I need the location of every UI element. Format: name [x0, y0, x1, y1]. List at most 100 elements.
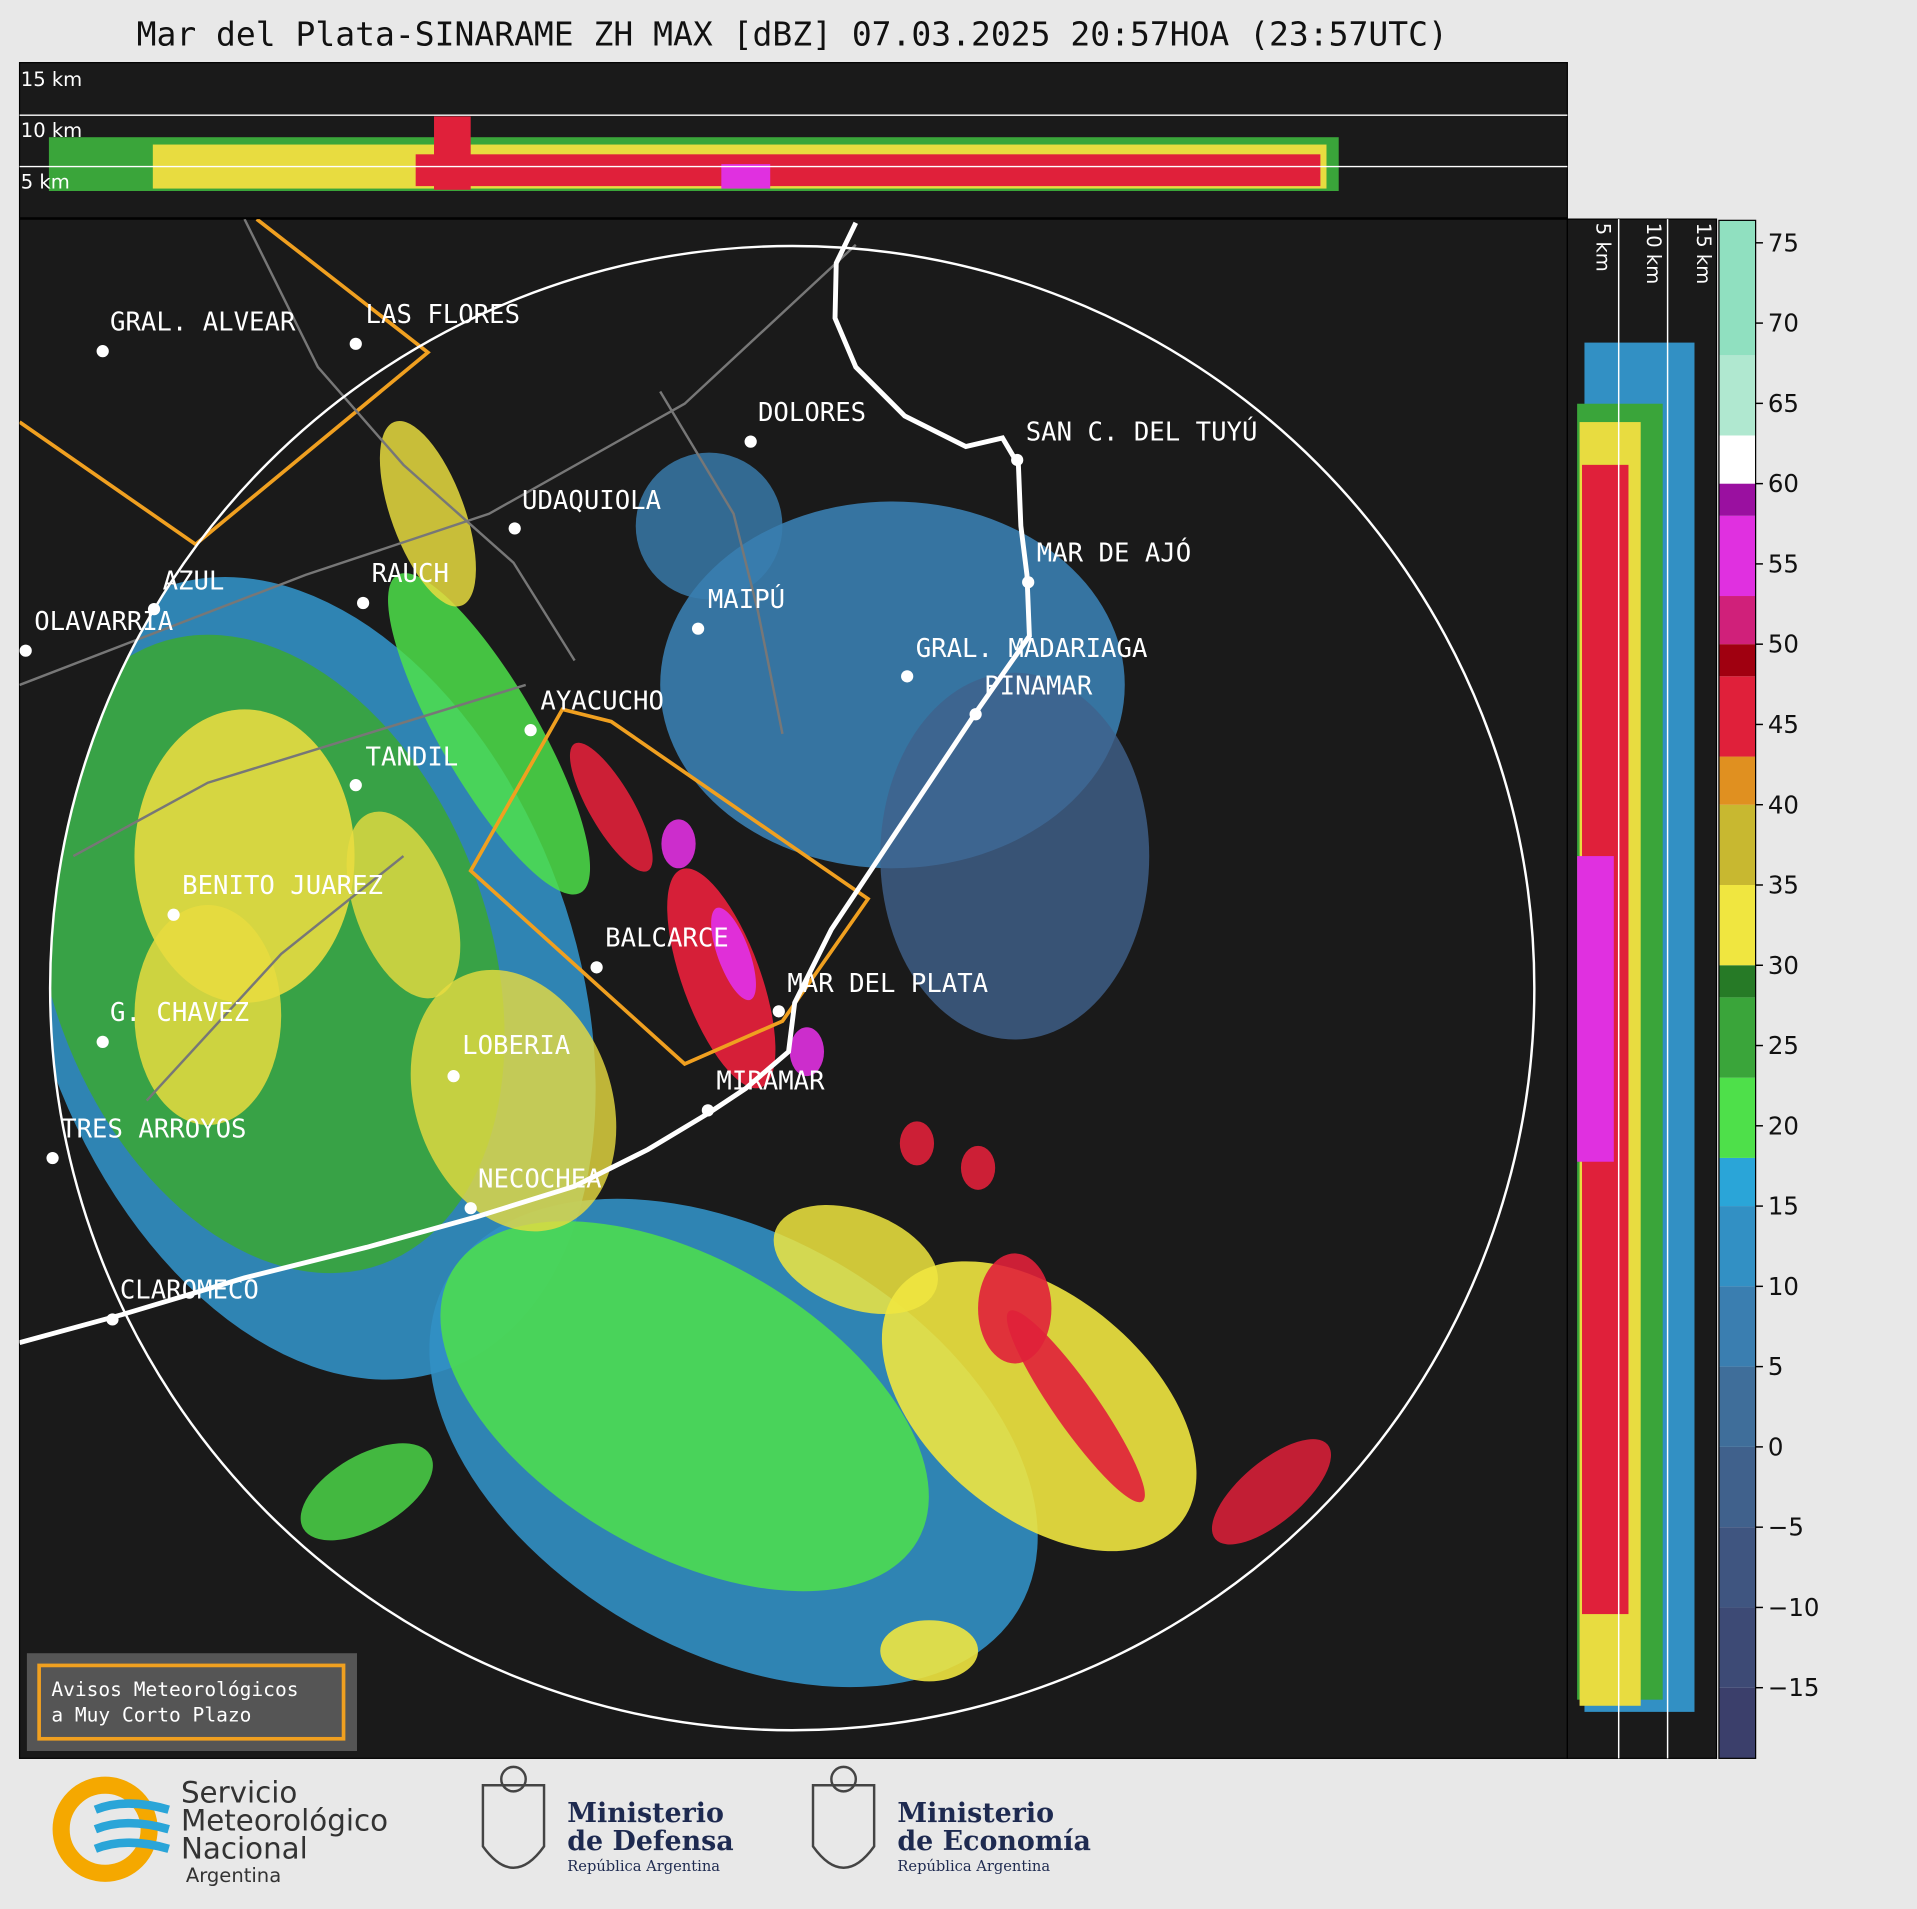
city-label: CLAROMECO — [120, 1276, 259, 1306]
city-label: MIRAMAR — [716, 1067, 825, 1097]
city-label: MAR DE AJÓ — [1037, 536, 1191, 568]
echo — [899, 1121, 935, 1166]
city-dot — [590, 961, 603, 974]
colorbar-segment — [1718, 644, 1756, 677]
city-dot — [1011, 453, 1024, 467]
city-dot — [464, 1202, 477, 1215]
echo — [300, 1443, 433, 1541]
echo — [789, 1027, 825, 1077]
colorbar-segment — [1718, 756, 1756, 805]
city-dot — [96, 1035, 109, 1049]
city-dot — [167, 908, 180, 921]
city-dot — [772, 1005, 785, 1018]
city-label: TANDIL — [366, 743, 459, 773]
echo — [880, 1620, 979, 1682]
city-label: UDAQUIOLA — [522, 486, 661, 516]
city-label: G. CHAVEZ — [110, 998, 249, 1028]
range-ring — [48, 244, 1536, 1732]
city-label: TRES ARROYOS — [61, 1114, 246, 1144]
city-dot — [744, 435, 757, 448]
cities: GRAL. ALVEAR LAS FLORES DOLORES SAN C. DEL … — [19, 300, 1258, 1326]
colorbar-segment — [1718, 1687, 1756, 1759]
logo-text: Servicio — [181, 1775, 297, 1809]
colorbar-tick-label: 65 — [1768, 389, 1799, 418]
title: Mar del Plata-SINARAME ZH MAX [dBZ] 07.0… — [137, 15, 1448, 54]
logo-text: Argentina — [186, 1864, 281, 1887]
city-dot — [901, 670, 914, 683]
height-label: 5 km — [1592, 223, 1615, 272]
echo — [661, 819, 696, 869]
echo — [1006, 1310, 1145, 1503]
city-label: PINAMAR — [984, 672, 1093, 702]
warning-text: a Muy Corto Plazo — [51, 1704, 251, 1727]
city-label: RAUCH — [372, 559, 449, 589]
logo-text: de Economía — [897, 1826, 1091, 1857]
city-label: LOBERIA — [462, 1031, 570, 1061]
colorbar-tick-label: 50 — [1768, 630, 1799, 659]
echo — [388, 573, 591, 895]
city-label: BENITO JUAREZ — [182, 871, 383, 901]
colorbar-tick-label: 70 — [1768, 309, 1799, 338]
colorbar-tick-label: 40 — [1768, 790, 1799, 819]
height-label: 15 km — [21, 68, 82, 91]
city-dot — [356, 596, 370, 610]
colorbar-segment — [1718, 596, 1756, 645]
colorbar-segment — [1718, 1206, 1756, 1287]
echo — [667, 868, 776, 1089]
colorbar-frame — [1718, 219, 1757, 1759]
colorbar-segment — [1718, 1366, 1756, 1447]
coastline — [19, 221, 1032, 1346]
smn-logo-ring — [52, 1776, 158, 1882]
smn-logo: Servicio Meteorológico Nacional Argentin… — [52, 1775, 388, 1887]
colorbar-segment — [1718, 1286, 1756, 1367]
province-border — [19, 219, 871, 1067]
city-label: BALCARCE — [605, 924, 729, 954]
echo — [880, 672, 1150, 1040]
city-label: MAIPÚ — [708, 583, 785, 615]
city-dot — [106, 1313, 119, 1326]
colorbar-segment — [1718, 483, 1756, 516]
city-label: AYACUCHO — [540, 686, 664, 716]
city-dot — [447, 1070, 460, 1083]
city-dot — [19, 644, 32, 657]
profile-band — [721, 164, 771, 189]
colorbar-segment — [1718, 997, 1756, 1078]
city-label: AZUL — [163, 567, 225, 597]
echo — [569, 742, 653, 872]
profile-band — [434, 116, 471, 190]
profile-band — [1577, 856, 1614, 1162]
defensa-logo: Ministerio de Defensa República Argentin… — [481, 1765, 734, 1875]
colorbar-segment — [1718, 220, 1756, 356]
colorbar-segment — [1718, 435, 1756, 484]
city-label: SAN C. DEL TUYÚ — [1026, 415, 1258, 447]
smn-logo-waves — [93, 1799, 170, 1853]
colorbar-segment — [1718, 355, 1756, 436]
echo — [960, 1145, 996, 1190]
colorbar-segment — [1718, 804, 1756, 885]
city-dot — [1022, 576, 1035, 589]
logo-text: Ministerio — [567, 1798, 724, 1829]
map-lines — [19, 219, 1032, 1346]
logo-text: Ministerio — [897, 1798, 1054, 1829]
colorbar-tick-label: 15 — [1768, 1192, 1799, 1221]
colorbar-tick-label: 55 — [1768, 549, 1799, 578]
city-dot — [524, 724, 537, 737]
city-dot — [508, 522, 521, 535]
city-label: LAS FLORES — [366, 300, 520, 330]
colorbar-segment — [1718, 515, 1756, 597]
colorbar-tick-label: 10 — [1768, 1272, 1799, 1301]
colorbar-segment — [1718, 1607, 1756, 1688]
city-dot — [349, 337, 362, 350]
colorbar-segment — [1718, 676, 1756, 757]
colorbar-tick-label: 20 — [1768, 1111, 1799, 1140]
colorbar-tick-label: 5 — [1768, 1352, 1784, 1381]
shield-sun — [830, 1765, 858, 1793]
height-label: 10 km — [1642, 223, 1665, 284]
colorbar-segment — [1718, 1446, 1756, 1528]
echo — [773, 1205, 938, 1315]
warning-box-border — [37, 1663, 346, 1741]
colorbar-tick-label: 75 — [1768, 228, 1799, 257]
echo — [1211, 1439, 1332, 1545]
